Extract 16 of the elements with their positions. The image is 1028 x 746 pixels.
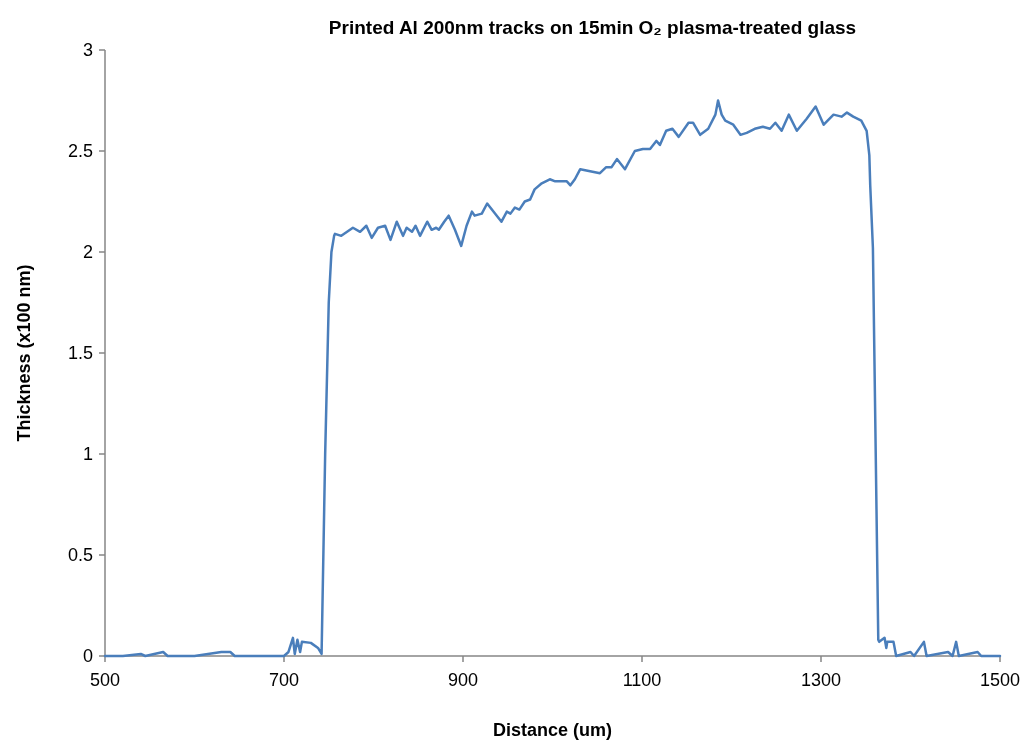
y-tick-label: 1.5: [67, 343, 93, 364]
y-tick-label: 2.5: [67, 141, 93, 162]
y-tick-label: 2: [82, 242, 93, 263]
x-axis-title: Distance (um): [492, 720, 613, 740]
y-tick-label: 1: [82, 444, 93, 465]
y-tick-label: 0.5: [67, 545, 93, 566]
x-tick-label: 1100: [622, 670, 662, 690]
y-tick-label: 0: [82, 646, 93, 667]
y-tick-label: 3: [82, 40, 93, 61]
x-tick-label: 700: [268, 670, 300, 690]
chart-title: Printed Al 200nm tracks on 15min O₂ plasma-treated glass: [328, 17, 857, 38]
x-tick-label: 500: [89, 670, 121, 690]
y-axis-title: Thickness (x100 nm): [14, 264, 34, 442]
x-tick-label: 1300: [800, 670, 842, 690]
x-tick-label: 900: [447, 670, 479, 690]
x-tick-label: 1500: [979, 670, 1021, 690]
